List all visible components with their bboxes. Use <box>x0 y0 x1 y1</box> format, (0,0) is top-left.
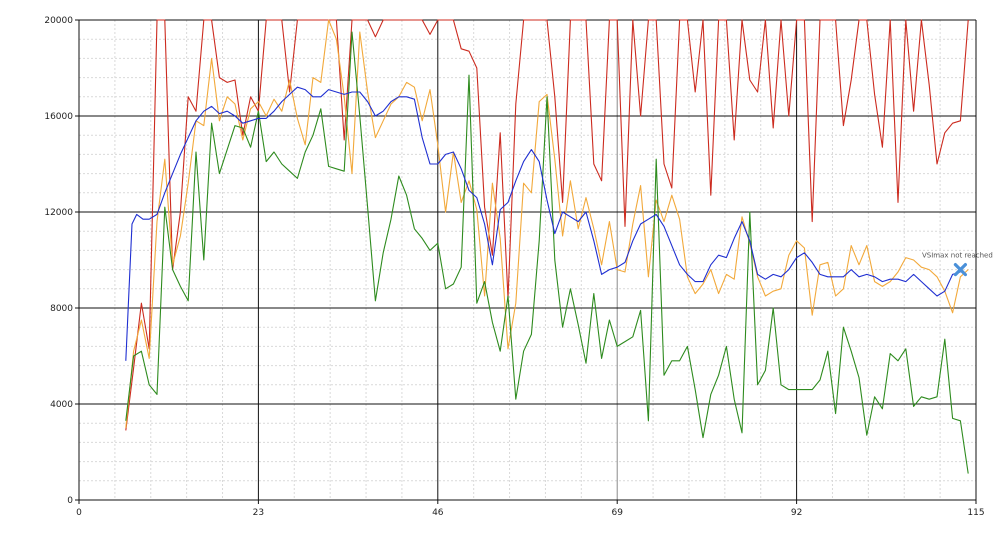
y-tick-label: 16000 <box>44 112 73 122</box>
y-tick-label: 12000 <box>44 208 73 218</box>
y-tick-label: 8000 <box>50 304 73 314</box>
y-tick-label: 4000 <box>50 400 73 410</box>
x-tick-label: 0 <box>76 508 82 518</box>
series-line-4 <box>125 86 961 361</box>
annotation-label: VSImax not reached <box>922 252 993 260</box>
series-layer <box>125 19 969 474</box>
annotations: VSImax not reached <box>922 252 993 277</box>
x-tick-label: 92 <box>791 508 802 518</box>
axes <box>75 19 977 504</box>
x-tick-label: 69 <box>611 508 623 518</box>
vsimax-marker-icon <box>953 263 968 277</box>
series-line-3 <box>125 31 969 474</box>
series-line-2 <box>125 19 969 429</box>
x-tick-label: 23 <box>253 508 264 518</box>
y-tick-label: 0 <box>67 496 73 506</box>
x-tick-label: 46 <box>432 508 444 518</box>
tick-labels: 0 23 46 69 92 115 0 4000 8000 12000 16000 20000 <box>44 16 984 518</box>
series-line-1 <box>125 19 969 431</box>
y-tick-label: 20000 <box>44 16 73 26</box>
x-tick-label: 115 <box>967 508 984 518</box>
